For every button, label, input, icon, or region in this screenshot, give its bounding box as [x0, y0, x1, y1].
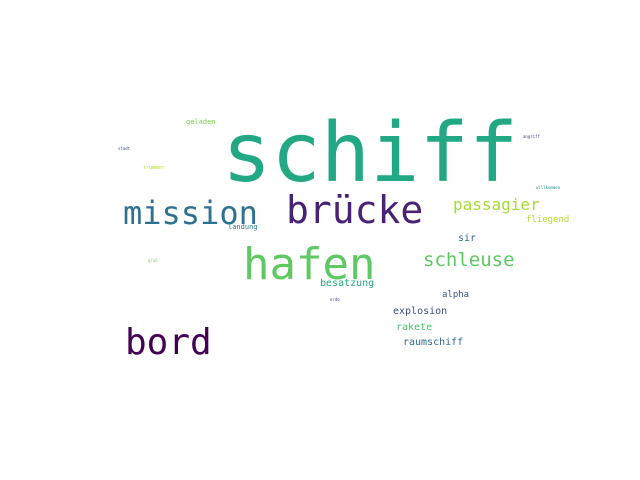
- word-angriff: angriff: [523, 134, 540, 139]
- word-mission: mission: [123, 194, 258, 232]
- word-raumschiff: raumschiff: [403, 337, 464, 348]
- word-truemmer: trümmer: [143, 165, 165, 171]
- word-geladen: geladen: [186, 118, 216, 126]
- word-landung: landung: [228, 223, 258, 231]
- word-bord: bord: [125, 322, 212, 363]
- word-schleuse: schleuse: [423, 249, 515, 271]
- word-stadt: stadt: [118, 146, 131, 151]
- word-bruecke: brücke: [286, 188, 424, 232]
- word-besatzung: besatzung: [320, 278, 375, 289]
- word-alpha: alpha: [442, 290, 470, 300]
- word-hafen: hafen: [243, 239, 376, 290]
- word-fliegend: fliegend: [526, 215, 570, 225]
- word-willkommen: willkommen: [536, 185, 561, 190]
- word-rakete: rakete: [396, 322, 433, 333]
- word-sir: sir: [458, 233, 477, 244]
- word-schiff: schiff: [222, 106, 519, 201]
- word-passagier: passagier: [453, 195, 540, 214]
- word-gross: groß: [148, 258, 158, 263]
- word-erde: erde: [330, 297, 340, 302]
- word-explosion: explosion: [393, 306, 448, 317]
